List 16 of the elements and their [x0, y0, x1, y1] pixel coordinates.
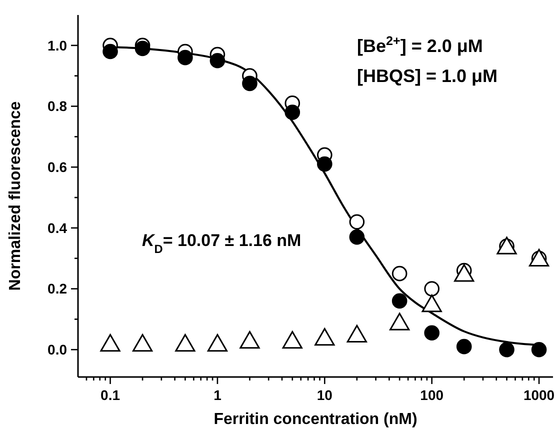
annotation: K$_{D}$= 10.07 ± 1.16 nM [142, 231, 302, 256]
y-tick-label: 0.4 [48, 220, 68, 236]
y-tick-label: 0.2 [48, 280, 68, 297]
x-tick-label: 1000 [523, 387, 555, 403]
y-tick-label: 0.6 [48, 159, 68, 175]
x-axis-title: Ferritin concentration (nM) [214, 411, 418, 428]
x-tick-label: 100 [420, 387, 444, 403]
y-tick-label: 0.0 [48, 342, 68, 358]
x-tick-label: 10 [316, 387, 333, 403]
annotation: [Be$^{2+}$] = 2.0 μM [357, 34, 483, 56]
annotation: [HBQS] = 1.0 μM [357, 66, 498, 86]
y-tick-label: 0.8 [48, 98, 68, 114]
x-tick-label: 1 [214, 387, 222, 403]
x-tick-label: 0.1 [100, 387, 120, 403]
y-tick-label: 1.0 [48, 37, 68, 54]
y-axis-title: Normalized fluorescence [7, 101, 24, 291]
